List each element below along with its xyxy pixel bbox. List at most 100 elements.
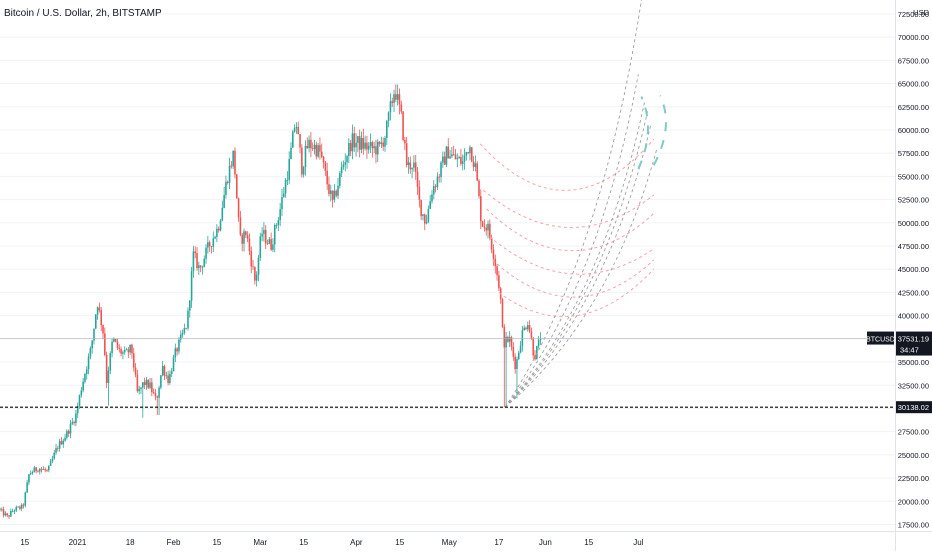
- projection-arcs-layer: [637, 95, 667, 170]
- candle-body: [284, 180, 287, 194]
- candle-body: [369, 142, 372, 146]
- candle-body: [440, 162, 442, 177]
- candle-body: [400, 104, 403, 112]
- candle-body: [217, 228, 220, 231]
- candle-body: [208, 242, 211, 247]
- candle-body: [366, 142, 368, 150]
- price-axis[interactable]: 17500.00 20000.00 22500.00 25000.00 27500.00…: [895, 0, 932, 531]
- candle-body: [129, 344, 131, 353]
- candle-body: [302, 167, 305, 175]
- candle-body: [443, 156, 446, 165]
- fan-line: [504, 74, 639, 408]
- candle-body: [28, 474, 30, 483]
- candle-body: [264, 229, 267, 244]
- y-tick-label: 60000.00: [898, 126, 929, 135]
- y-tick-label: 67500.00: [898, 56, 929, 65]
- candle-body: [436, 176, 439, 188]
- candle-body: [494, 258, 497, 267]
- candle-body: [140, 387, 142, 390]
- candle-body: [102, 325, 104, 334]
- candle-body: [293, 128, 296, 132]
- candle-body: [364, 142, 366, 149]
- candle-body: [35, 467, 37, 471]
- candle-body: [270, 239, 272, 250]
- candle-body: [0, 508, 1, 510]
- candle-body: [498, 275, 500, 289]
- candle-body: [322, 156, 325, 163]
- candle-body: [179, 334, 182, 340]
- candle-body: [402, 111, 404, 140]
- candle-body: [49, 461, 52, 466]
- levels-layer: BTCUSD: [0, 331, 895, 408]
- candle-body: [151, 382, 153, 393]
- candle-body: [476, 163, 478, 181]
- candle-body: [149, 382, 151, 388]
- chart-plot-svg[interactable]: BTCUSD: [0, 0, 895, 531]
- candle-body: [387, 112, 390, 121]
- candle-body: [198, 265, 200, 269]
- candle-body: [234, 150, 236, 175]
- candle-body: [167, 375, 169, 384]
- candle-body: [212, 238, 215, 247]
- candle-body: [389, 101, 392, 113]
- fib-arcs-layer: [479, 138, 655, 318]
- candle-body: [199, 265, 202, 268]
- candle-body: [517, 352, 520, 360]
- candle-body: [127, 349, 130, 353]
- candle-body: [404, 139, 406, 144]
- candle-body: [508, 337, 511, 342]
- y-tick-label: 55000.00: [898, 172, 929, 181]
- x-tick-label: 2021: [69, 538, 87, 547]
- candle-body: [31, 472, 34, 474]
- y-tick-label: 22500.00: [898, 474, 929, 483]
- price-axis-svg[interactable]: 17500.00 20000.00 22500.00 25000.00 27500.00…: [896, 0, 932, 531]
- candle-body: [254, 267, 256, 281]
- candle-body: [192, 251, 195, 272]
- y-tick-label: 17500.00: [898, 521, 929, 530]
- candle-body: [207, 242, 209, 248]
- candle-body: [93, 328, 95, 341]
- candle-body: [376, 141, 379, 155]
- candle-body: [447, 146, 450, 159]
- candle-body: [6, 513, 9, 516]
- candle-body: [418, 186, 421, 200]
- candle-body: [55, 448, 57, 453]
- candle-body: [346, 156, 348, 163]
- time-axis-svg[interactable]: 15 2021 18 Feb 15 Mar 15 Apr 15 May 17 Jun 15 Jul: [0, 532, 895, 551]
- candle-body: [449, 156, 451, 159]
- candle-body: [420, 199, 422, 216]
- candle-body: [8, 515, 10, 517]
- fib-arc: [483, 189, 655, 228]
- x-tick-label: Apr: [350, 538, 363, 547]
- candle-body: [228, 165, 231, 183]
- fib-arc: [479, 138, 655, 191]
- support-badge: [896, 401, 932, 414]
- chart-pane[interactable]: BTCUSD Bitcoin / U.S. Dollar, 2h, BITSTA…: [0, 0, 895, 531]
- candle-body: [15, 506, 18, 511]
- candle-body: [120, 349, 122, 354]
- candle-body: [337, 185, 339, 196]
- currency-label: USD: [913, 8, 929, 17]
- y-tick-label: 25000.00: [898, 451, 929, 460]
- candle-body: [194, 251, 197, 254]
- candle-body: [223, 195, 225, 208]
- candle-body: [413, 162, 415, 168]
- candle-body: [268, 239, 271, 244]
- candle-body: [255, 274, 258, 281]
- candle-body: [232, 150, 234, 167]
- candle-body: [84, 374, 86, 382]
- symbol-label: BTCUSD: [866, 337, 895, 344]
- candle-body: [351, 133, 354, 152]
- candle-body: [243, 231, 245, 244]
- candle-body: [111, 341, 113, 354]
- time-axis[interactable]: 15 2021 18 Feb 15 Mar 15 Apr 15 May 17 Jun 15 Jul: [0, 531, 895, 551]
- candle-body: [386, 120, 388, 139]
- candle-body: [380, 142, 383, 144]
- candle-body: [156, 396, 159, 398]
- candle-body: [248, 238, 251, 251]
- candle-body: [104, 333, 106, 355]
- candle-body: [221, 207, 224, 221]
- candle-body: [306, 145, 309, 149]
- x-tick-label: Jun: [539, 538, 552, 547]
- candle-body: [169, 373, 171, 384]
